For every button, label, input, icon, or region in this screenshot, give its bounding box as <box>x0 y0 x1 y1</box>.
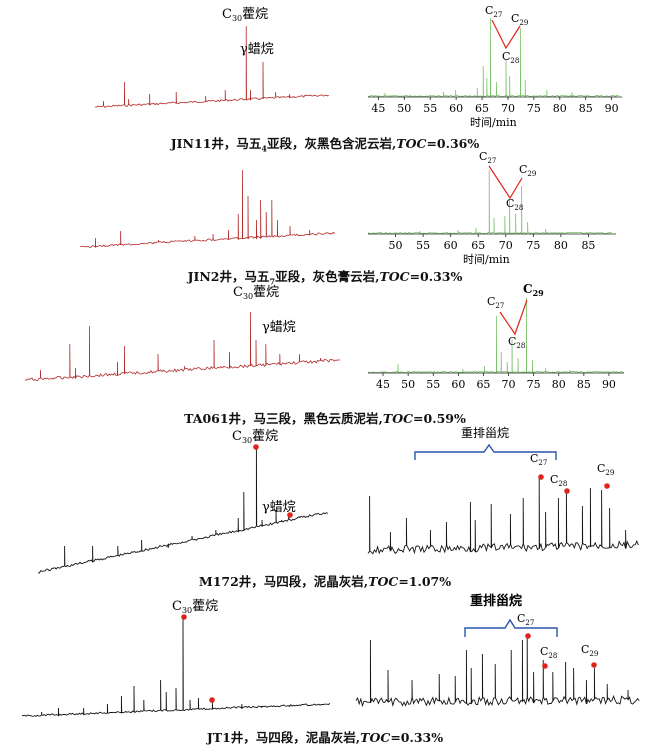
sterane-v-line-3 <box>499 299 528 336</box>
axis-tick-label: 55 <box>416 239 430 252</box>
chromatogram-3-right <box>367 297 624 374</box>
axis-tick-label: 70 <box>501 102 515 115</box>
c28-marker-5 <box>542 663 548 669</box>
sterane-v-line-2 <box>488 165 523 200</box>
axis-tick-label: 50 <box>389 239 403 252</box>
c27-marker-5 <box>525 633 531 639</box>
rearranged-label-4: 重排甾烷 <box>461 426 509 440</box>
rearranged-bracket-5 <box>464 618 558 637</box>
axis-tick-label: 50 <box>401 378 415 391</box>
axis-tick-label: 90 <box>605 102 619 115</box>
axis-tick-label: 45 <box>376 378 390 391</box>
chromatogram-4-right <box>367 477 639 555</box>
chromatogram-5-left <box>21 617 331 717</box>
sterane-c29-label-2: C29 <box>519 163 536 178</box>
axis-tick-label: 70 <box>499 239 513 252</box>
sterane-c28-label-5: C28 <box>540 645 557 660</box>
axis-tick-label: 60 <box>444 239 458 252</box>
c30-label-5: C30藿烷 <box>172 599 218 615</box>
chromatogram-1-left <box>94 25 329 108</box>
c29-marker-5 <box>591 662 597 668</box>
sterane-c28-label-2: C28 <box>506 197 523 212</box>
caption-1: JIN11井，马五4亚段，灰黑色含泥云岩,TOC=0.36% <box>170 136 480 154</box>
c30-label-4: C30藿烷 <box>232 429 278 445</box>
axis-tick-label: 80 <box>554 239 568 252</box>
sterane-c29-label-3: C29 <box>523 282 544 298</box>
axis-tick-label: 75 <box>527 102 541 115</box>
panel-4: C30藿烷 γ蜡烷 重排甾烷 C27 C28 C29 <box>38 426 639 574</box>
axis-tick-label: 65 <box>471 239 485 252</box>
axis-label-2: 时间/min <box>463 253 510 266</box>
axis-tick-label: 75 <box>526 239 540 252</box>
axis-tick-label: 75 <box>527 378 541 391</box>
sterane-v-line-1 <box>491 19 521 50</box>
sterane-c27-label-4: C27 <box>530 452 547 467</box>
gamma-label-1: γ蜡烷 <box>240 42 274 57</box>
c30-marker-5 <box>181 614 187 620</box>
c30-label-1: C30藿烷 <box>222 7 268 23</box>
axis-tick-label: 45 <box>371 102 385 115</box>
chromatogram-4-left <box>38 445 328 574</box>
panel-5: C30藿烷 重排甾烷 C27 C28 C29 <box>21 593 640 717</box>
axis-tick-label: 80 <box>553 102 567 115</box>
axis-tick-label: 55 <box>423 102 437 115</box>
chromatogram-3-left <box>24 311 341 382</box>
axis-tick-label: 65 <box>476 378 490 391</box>
chromatogram-1-right <box>367 17 619 98</box>
caption-5: JT1井，马四段，泥晶灰岩,TOC=0.33% <box>206 730 444 745</box>
axis-tick-label: 80 <box>552 378 566 391</box>
axis-tick-label: 85 <box>581 239 595 252</box>
panel-1: C30藿烷 γ蜡烷 45 50 55 60 65 70 75 80 85 90 时间/min C2… <box>94 4 622 129</box>
c30-label-3: C30藿烷 <box>233 285 279 301</box>
c28-marker-4 <box>564 488 570 494</box>
axis-tick-label: 60 <box>451 378 465 391</box>
sterane-c27-label-5: C27 <box>517 612 534 627</box>
chromatogram-5-right <box>355 633 640 708</box>
chromatogram-2-right <box>367 169 612 235</box>
chromatogram-2-left <box>79 169 336 248</box>
panel-3: C30藿烷 γ蜡烷 45 50 55 60 65 70 75 80 85 90 C27 C28 C… <box>24 282 624 391</box>
axis-label-1: 时间/min <box>470 116 517 129</box>
sterane-c27-label-1: C27 <box>485 4 502 19</box>
sterane-c28-label-3: C28 <box>508 335 525 350</box>
rearranged-bracket-4 <box>414 443 557 460</box>
axis-tick-label: 55 <box>426 378 440 391</box>
c27-marker-4 <box>538 474 544 480</box>
axis-tick-label: 85 <box>579 102 593 115</box>
panel-2: 50 55 60 65 70 75 80 85 时间/min C27 C28 C29 <box>79 150 616 266</box>
sterane-c29-label-5: C29 <box>581 643 598 658</box>
axis-tick-label: 85 <box>577 378 591 391</box>
axis-tick-label: 90 <box>602 378 616 391</box>
axis-tick-label: 50 <box>397 102 411 115</box>
axis-tick-label: 60 <box>449 102 463 115</box>
caption-3: TA061井，马三段，黑色云质泥岩,TOC=0.59% <box>184 411 466 426</box>
gamma-label-3: γ蜡烷 <box>262 320 296 335</box>
caption-2: JIN2井，马五7亚段，灰色膏云岩,TOC=0.33% <box>187 269 463 287</box>
sterane-c27-label-2: C27 <box>479 150 496 165</box>
ticks-2: 50 55 60 65 70 75 80 85 <box>389 234 595 252</box>
gamma-label-4: γ蜡烷 <box>262 500 296 515</box>
caption-4: M172井，马四段，泥晶灰岩,TOC=1.07% <box>198 574 452 589</box>
axis-tick-label: 65 <box>475 102 489 115</box>
c30-marker-4 <box>253 444 259 450</box>
sterane-c28-label-4: C28 <box>550 473 567 488</box>
rearranged-label-5: 重排甾烷 <box>470 593 522 609</box>
c29-marker-4 <box>604 483 610 489</box>
gamma-marker-5 <box>209 697 215 703</box>
sterane-c28-label-1: C28 <box>502 50 519 65</box>
sterane-c29-label-1: C29 <box>511 12 528 27</box>
gamma-marker-4 <box>287 512 293 518</box>
sterane-c27-label-3: C27 <box>487 295 504 310</box>
ticks-3: 45 50 55 60 65 70 75 80 85 90 <box>376 373 616 391</box>
axis-tick-label: 70 <box>502 378 516 391</box>
sterane-c29-label-4: C29 <box>597 462 614 477</box>
ticks-1: 45 50 55 60 65 70 75 80 85 90 <box>371 97 619 115</box>
